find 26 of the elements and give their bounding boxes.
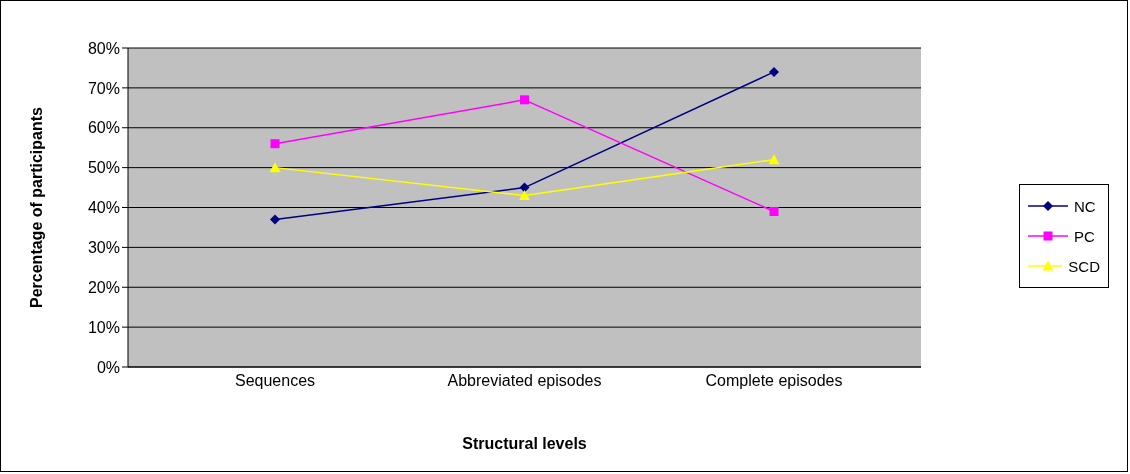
point bbox=[519, 190, 530, 201]
point bbox=[270, 139, 280, 149]
y-tick-label: 20% bbox=[87, 278, 120, 296]
legend-label: NC bbox=[1074, 197, 1096, 215]
point bbox=[270, 214, 280, 225]
y-tick-label: 40% bbox=[87, 199, 120, 217]
x-tick-label: Abbreviated episodes bbox=[447, 372, 602, 390]
y-tick-label: 30% bbox=[87, 239, 120, 257]
point bbox=[519, 182, 530, 193]
point bbox=[768, 154, 780, 165]
y-tick-label: 0% bbox=[96, 358, 120, 376]
y-tick-label: 10% bbox=[87, 318, 120, 336]
point bbox=[769, 66, 779, 77]
legend-label: SCD bbox=[1068, 257, 1100, 275]
y-axis-title: Percentage of participants bbox=[27, 106, 45, 308]
x-axis-title: Structural levels bbox=[462, 435, 587, 452]
point bbox=[520, 95, 529, 105]
legend-label: PC bbox=[1074, 227, 1095, 245]
point bbox=[769, 206, 779, 216]
point bbox=[269, 162, 281, 173]
x-tick-label: Complete episodes bbox=[705, 372, 843, 390]
y-tick-label: 80% bbox=[87, 39, 120, 57]
x-tick-label: Sequences bbox=[234, 372, 316, 390]
y-tick-label: 60% bbox=[87, 119, 120, 137]
y-tick-label: 70% bbox=[87, 79, 120, 97]
y-tick-label: 50% bbox=[87, 159, 120, 177]
